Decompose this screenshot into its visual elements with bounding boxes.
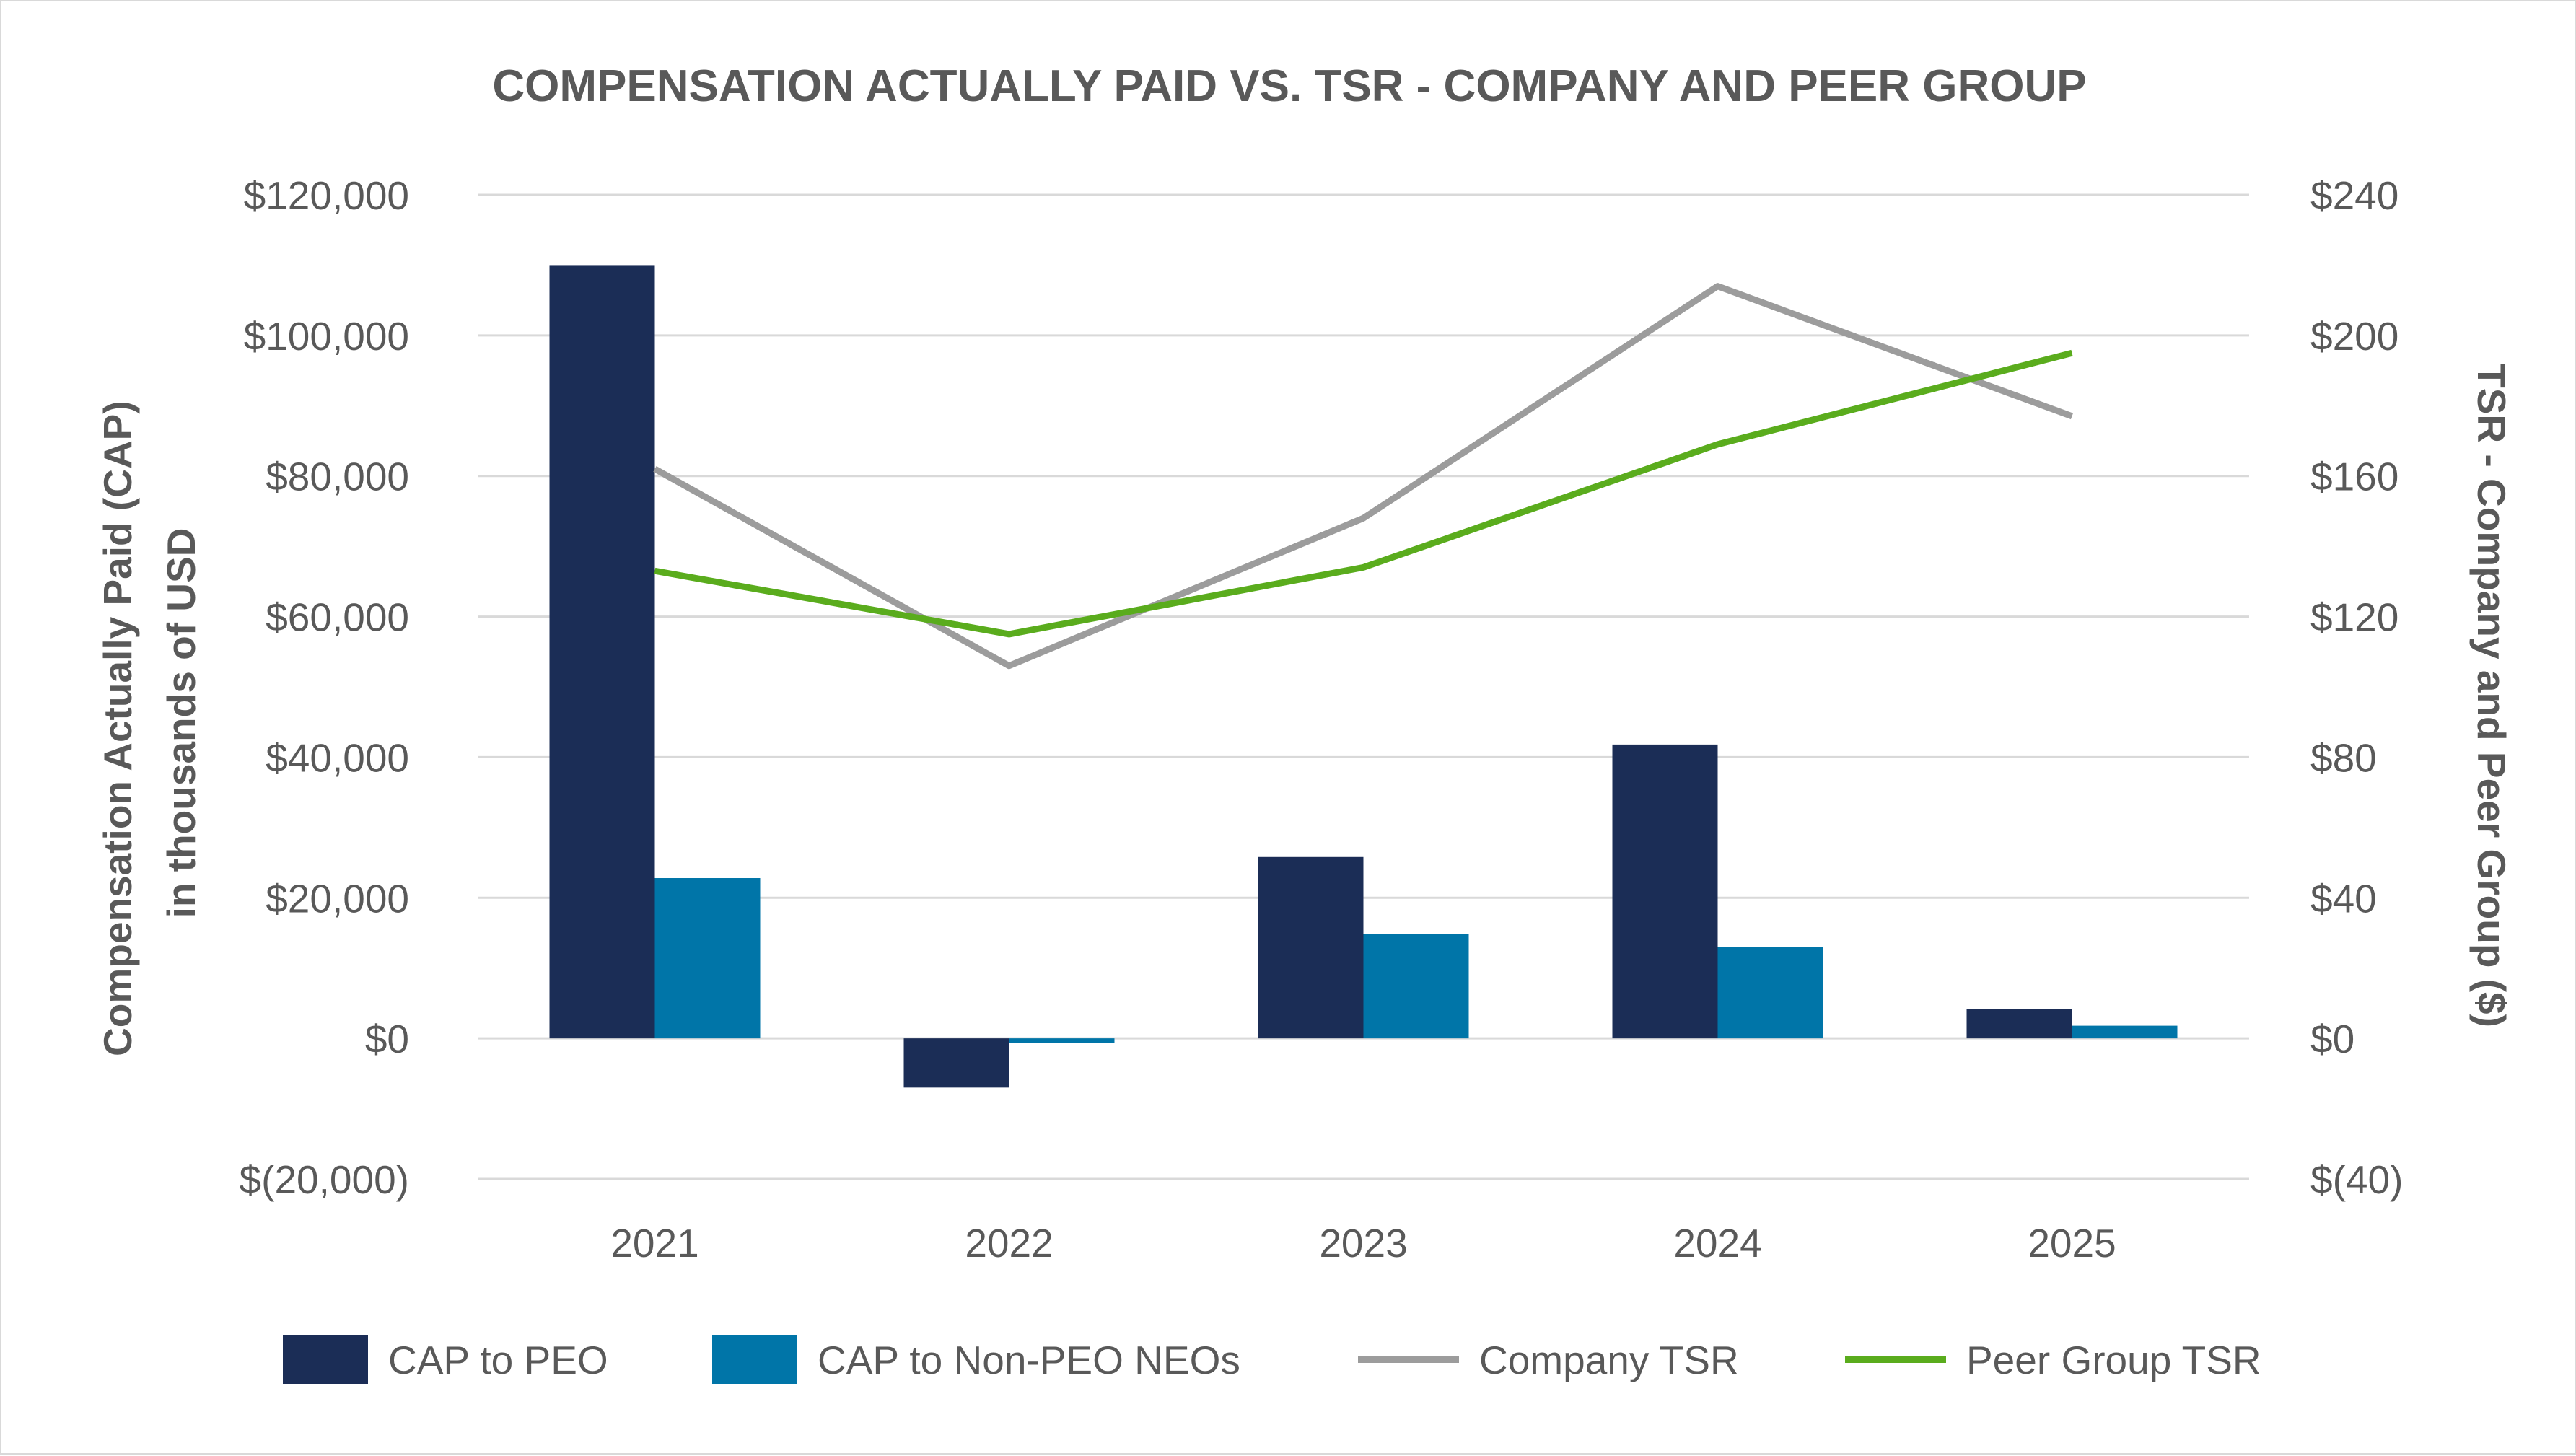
x-tick-label: 2022 [965, 1221, 1053, 1266]
bar-cap-to-peo-2021 [549, 265, 655, 1039]
legend-swatch [712, 1335, 797, 1384]
y2-tick-label: $160 [2310, 455, 2398, 499]
bar-cap-to-peo-2024 [1612, 744, 1718, 1039]
chart-title: COMPENSATION ACTUALLY PAID VS. TSR - COM… [492, 61, 2086, 111]
y-tick-label: $60,000 [266, 595, 409, 640]
y-tick-label: $80,000 [266, 455, 409, 499]
y-axis-label: Compensation Actually Paid (CAP) in thou… [95, 390, 203, 1056]
x-tick-label: 2024 [1673, 1221, 1761, 1266]
y2-axis-label: TSR - Company and Peer Group ($) [2469, 364, 2514, 1027]
legend-label: CAP to PEO [388, 1338, 608, 1382]
y-tick-label: $100,000 [244, 314, 409, 359]
line-peer-group-tsr [654, 349, 2073, 638]
y2-tick-label: $120 [2310, 595, 2398, 640]
y-tick-label: $120,000 [244, 173, 409, 218]
bar-cap-to-non-peo-neos-2023 [1363, 934, 1469, 1039]
legend-item: CAP to Non-PEO NEOs [712, 1335, 1240, 1384]
legend-item: Peer Group TSR [1845, 1338, 2261, 1382]
y2-tick-label: $(40) [2310, 1157, 2403, 1202]
line-company-tsr [653, 283, 2074, 670]
bar-cap-to-peo-2022 [903, 1038, 1009, 1088]
bar-cap-to-non-peo-neos-2025 [2072, 1025, 2178, 1039]
x-tick-label: 2023 [1319, 1221, 1407, 1266]
y-tick-label: $20,000 [266, 876, 409, 921]
y-tick-label: $0 [365, 1017, 409, 1061]
y2-tick-label: $240 [2310, 173, 2398, 218]
y2-tick-label: $40 [2310, 876, 2377, 921]
legend-label: Peer Group TSR [1966, 1338, 2261, 1382]
bar-cap-to-peo-2023 [1258, 856, 1364, 1039]
x-tick-label: 2025 [2028, 1221, 2116, 1266]
y-axis-label-line-2: in thousands of USD [159, 528, 203, 918]
y-tick-label: $40,000 [266, 735, 409, 780]
x-tick-label: 2021 [610, 1221, 698, 1266]
legend-label: Company TSR [1479, 1338, 1739, 1382]
legend-label: CAP to Non-PEO NEOs [818, 1338, 1240, 1382]
y2-tick-label: $0 [2310, 1017, 2354, 1061]
bar-cap-to-non-peo-neos-2024 [1717, 947, 1823, 1039]
legend-swatch [283, 1335, 368, 1384]
legend-item: Company TSR [1358, 1338, 1739, 1382]
axes: $(20,000) $0 $20,000 $40,000 $60,000 $80,000 $… [240, 173, 2404, 1266]
bar-cap-to-non-peo-neos-2022 [1009, 1038, 1115, 1043]
tsr-lines [653, 283, 2074, 670]
bar-cap-to-non-peo-neos-2021 [654, 878, 761, 1039]
legend: CAP to PEO CAP to Non-PEO NEOs Company TSR… [283, 1335, 2261, 1384]
bars [549, 265, 2178, 1088]
y2-tick-label: $80 [2310, 735, 2377, 780]
y-tick-label: $(20,000) [240, 1157, 409, 1202]
bar-cap-to-peo-2025 [1966, 1009, 2072, 1039]
y-axis-label-line-1: Compensation Actually Paid (CAP) [95, 400, 140, 1056]
y2-tick-label: $200 [2310, 314, 2398, 359]
legend-item: CAP to PEO [283, 1335, 608, 1384]
